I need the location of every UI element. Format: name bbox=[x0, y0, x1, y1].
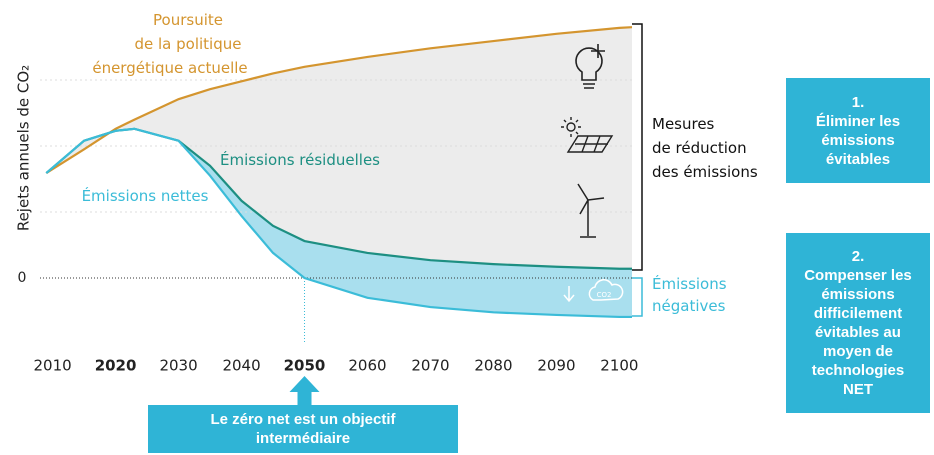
series-label: Émissions nettes bbox=[82, 186, 209, 205]
solar-icon bbox=[561, 117, 614, 153]
note-box: Le zéro net est un objectif intermédiair… bbox=[148, 405, 458, 453]
x-tick-label: 2020 bbox=[95, 357, 137, 375]
step2-box: 2. Compenser les émissions difficilement… bbox=[786, 233, 930, 413]
x-tick-label: 2010 bbox=[34, 357, 72, 375]
cloud-text: CO2 bbox=[597, 291, 612, 299]
step2-text: Compenser les émissions difficilement év… bbox=[804, 267, 912, 398]
y-tick-label: 0 bbox=[18, 270, 27, 286]
series-label: Poursuite de la politique énergétique actu… bbox=[92, 11, 247, 77]
series-label-line: Émissions résiduelles bbox=[220, 150, 380, 169]
series-label-line: Émissions nettes bbox=[82, 186, 209, 205]
x-tick-label: 2040 bbox=[222, 357, 260, 375]
series-label-line: Poursuite bbox=[153, 11, 223, 29]
x-tick-label: 2060 bbox=[348, 357, 386, 375]
negative-bracket bbox=[632, 277, 643, 317]
x-tick-label: 2030 bbox=[159, 357, 197, 375]
x-tick-label: 2080 bbox=[474, 357, 512, 375]
bracket bbox=[632, 23, 643, 271]
negative-label: Émissions négatives bbox=[652, 274, 731, 315]
bulb-icon bbox=[575, 44, 605, 89]
wind-icon bbox=[577, 183, 605, 238]
y-axis-label: Rejets annuels de CO₂ bbox=[15, 65, 33, 231]
x-tick-label: 2100 bbox=[600, 357, 638, 375]
series-line bbox=[45, 127, 632, 319]
area bbox=[46, 128, 633, 317]
step1-number: 1. bbox=[851, 93, 865, 111]
x-tick-label: 2050 bbox=[284, 357, 326, 375]
series-label-line: énergétique actuelle bbox=[92, 59, 247, 77]
arrow bbox=[289, 376, 320, 405]
series-line bbox=[45, 26, 633, 174]
step1-text: Éliminer les émissions évitables bbox=[815, 112, 901, 168]
step2-number: 2. bbox=[851, 248, 865, 265]
series-label: Émissions résiduelles bbox=[220, 150, 380, 169]
cloud-icon: CO2 bbox=[563, 279, 624, 303]
area bbox=[46, 27, 633, 269]
series-label-line: de la politique bbox=[135, 35, 242, 53]
step1-box: 1. Éliminer les émissions évitables bbox=[786, 78, 930, 183]
x-tick-label: 2070 bbox=[411, 357, 449, 375]
x-tick-label: 2090 bbox=[537, 357, 575, 375]
bracket-label: Mesures de réduction des émissions bbox=[652, 115, 758, 181]
